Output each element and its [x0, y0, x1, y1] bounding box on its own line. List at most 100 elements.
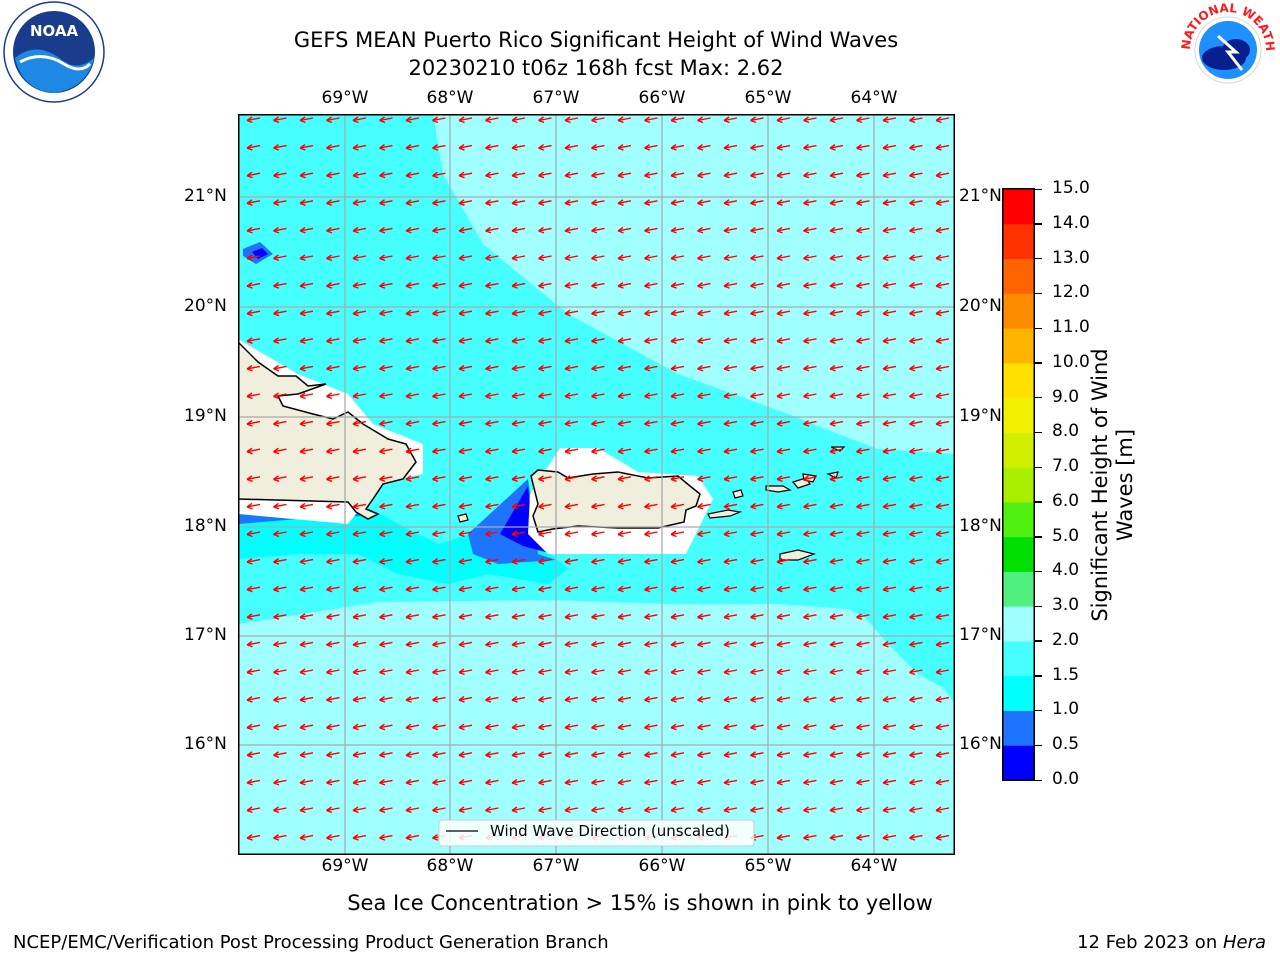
- wave-direction-arrow: [776, 254, 791, 262]
- wave-direction-arrow: [299, 723, 314, 731]
- wave-direction-arrow: [458, 723, 473, 731]
- wave-direction-arrow: [723, 696, 738, 703]
- wave-direction-arrow: [803, 530, 817, 538]
- wave-direction-arrow: [776, 226, 791, 234]
- wave-direction-arrow: [458, 475, 473, 482]
- wave-direction-arrow: [803, 751, 817, 758]
- wave-direction-arrow: [882, 530, 897, 538]
- wave-direction-arrow: [776, 668, 791, 676]
- wave-direction-arrow: [538, 392, 552, 400]
- wave-direction-arrow: [485, 502, 499, 510]
- wave-direction-arrow: [856, 254, 870, 262]
- wave-direction-arrow: [432, 254, 446, 262]
- wave-direction-arrow: [432, 502, 446, 510]
- colorbar-tick-mark: [1034, 709, 1042, 712]
- wave-direction-arrow: [352, 834, 367, 841]
- wave-direction-arrow: [723, 668, 738, 676]
- land-hispaniola: [238, 340, 417, 520]
- wave-direction-arrow: [405, 585, 420, 593]
- wave-direction-arrow: [935, 723, 950, 731]
- wave-direction-arrow: [246, 696, 261, 703]
- noaa-logo: NOAA: [2, 0, 106, 104]
- colorbar-segments: [1003, 189, 1034, 781]
- wave-direction-arrow: [246, 558, 261, 565]
- wave-direction-arrow: [379, 392, 393, 400]
- colorbar-tick-label: 13.0: [1052, 247, 1090, 268]
- noaa-logo-text: NOAA: [30, 22, 79, 40]
- wave-direction-arrow: [644, 696, 658, 703]
- lat-label-right: 20°N: [959, 296, 1002, 316]
- wave-direction-arrow: [458, 364, 473, 372]
- wave-direction-arrow: [829, 475, 844, 482]
- colorbar-segment: [1003, 501, 1034, 538]
- wave-direction-arrow: [882, 613, 897, 620]
- colorbar-tick-label: 0.0: [1052, 769, 1080, 789]
- wave-direction-arrow: [644, 364, 658, 372]
- wave-direction-arrow: [405, 696, 420, 703]
- lon-label-bottom: 64°W: [850, 856, 898, 876]
- colorbar-tick-label: 1.5: [1052, 664, 1080, 685]
- wave-direction-arrow: [856, 199, 870, 206]
- wave-direction-arrow: [617, 502, 632, 510]
- wave-direction-arrow: [882, 144, 897, 151]
- wave-direction-arrow: [299, 199, 314, 206]
- wave-direction-arrow: [670, 282, 685, 289]
- wave-direction-arrow: [697, 696, 711, 703]
- wave-direction-arrow: [829, 751, 844, 758]
- wave-direction-arrow: [829, 199, 844, 206]
- wave-direction-arrow: [803, 668, 817, 676]
- wave-direction-arrow: [538, 144, 552, 151]
- lat-label-left: 19°N: [184, 406, 227, 426]
- wave-direction-arrow: [909, 806, 923, 814]
- wave-direction-arrow: [803, 309, 817, 317]
- wave-direction-arrow: [829, 585, 844, 593]
- wave-direction-arrow: [538, 282, 552, 289]
- wave-direction-arrow: [299, 447, 314, 455]
- wave-direction-arrow: [856, 778, 870, 786]
- wave-direction-arrow: [697, 199, 711, 206]
- wave-direction-arrow: [935, 613, 950, 620]
- map-title-line2: 20230210 t06z 168h fcst Max: 2.62: [408, 56, 784, 80]
- wave-direction-arrow: [485, 530, 499, 538]
- wave-direction-arrow: [273, 392, 287, 400]
- wave-direction-arrow: [829, 668, 844, 676]
- wave-direction-arrow: [776, 834, 791, 841]
- wave-direction-arrow: [511, 723, 526, 731]
- wave-direction-arrow: [458, 420, 473, 427]
- wave-direction-arrow: [909, 834, 923, 841]
- wave-direction-arrow: [273, 834, 287, 841]
- wave-direction-arrow: [617, 640, 632, 648]
- wave-direction-arrow: [750, 309, 764, 317]
- wave-direction-arrow: [750, 751, 764, 758]
- wave-direction-arrow: [299, 254, 314, 262]
- wave-direction-arrow: [564, 116, 579, 124]
- wave-direction-arrow: [299, 282, 314, 289]
- island-mona: [457, 513, 469, 523]
- wave-direction-arrow: [617, 309, 632, 317]
- wave-direction-arrow: [299, 116, 314, 124]
- wave-direction-arrow: [405, 254, 420, 262]
- wave-direction-arrow: [511, 475, 526, 482]
- wave-direction-arrow: [829, 723, 844, 731]
- wave-direction-arrow: [299, 475, 314, 482]
- wave-direction-arrow: [750, 171, 764, 179]
- wave-direction-arrow: [909, 723, 923, 731]
- wave-direction-arrow: [909, 668, 923, 676]
- wave-direction-arrow: [538, 420, 552, 427]
- colorbar-tick-mark: [1034, 501, 1042, 503]
- wave-direction-arrow: [273, 558, 287, 565]
- wave-direction-arrow: [829, 806, 844, 814]
- wave-direction-arrow: [458, 751, 473, 758]
- wave-direction-arrow: [856, 806, 870, 814]
- wave-direction-arrow: [670, 668, 685, 676]
- wave-direction-arrow: [723, 778, 738, 786]
- colorbar-segment: [1003, 745, 1034, 781]
- wave-direction-arrow: [432, 640, 446, 648]
- wave-direction-arrow: [935, 254, 950, 262]
- wave-direction-arrow: [352, 199, 367, 206]
- wave-direction-arrow: [617, 392, 632, 400]
- wave-direction-arrow: [723, 199, 738, 206]
- wave-direction-arrow: [379, 116, 393, 124]
- wave-direction-arrow: [246, 364, 261, 372]
- wave-direction-arrow: [326, 364, 340, 372]
